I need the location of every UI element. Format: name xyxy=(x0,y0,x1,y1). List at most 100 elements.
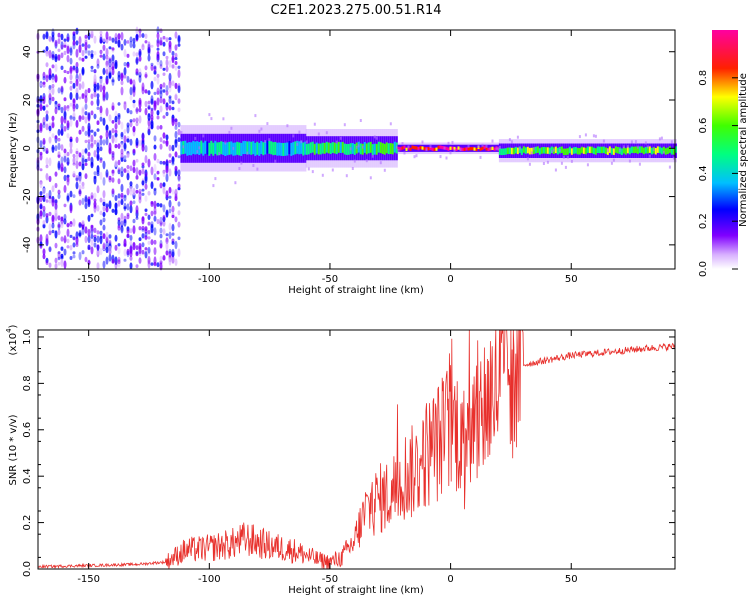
heatmap-cell xyxy=(138,257,142,264)
heatmap-cell xyxy=(377,141,380,153)
heatmap-cell xyxy=(174,188,178,194)
heatmap-cell xyxy=(588,146,591,154)
heatmap-cell xyxy=(514,146,517,154)
heatmap-cell xyxy=(114,36,118,44)
heatmap-cell xyxy=(117,178,121,185)
heatmap-cell xyxy=(168,105,172,111)
heatmap-cell xyxy=(171,232,175,236)
heatmap-cell xyxy=(99,78,103,86)
heatmap-cell xyxy=(274,159,277,163)
heatmap-cell xyxy=(54,263,58,270)
heatmap-cell xyxy=(445,156,448,160)
heatmap-cell xyxy=(180,141,183,155)
heatmap-cell xyxy=(612,158,615,162)
heatmap-cell xyxy=(132,159,136,167)
heatmap-cell xyxy=(102,90,106,99)
heatmap-cell xyxy=(230,141,233,155)
heatmap-cell xyxy=(177,35,181,44)
heatmap-cell xyxy=(48,189,52,199)
heatmap-cell xyxy=(234,181,237,185)
heatmap-cell xyxy=(156,262,160,268)
heatmap-cell xyxy=(156,39,160,48)
heatmap-cell xyxy=(335,140,338,144)
heatmap-cell xyxy=(415,146,418,150)
heatmap-cell xyxy=(120,80,124,86)
heatmap-cell xyxy=(153,163,157,173)
heatmap-cell xyxy=(54,203,58,210)
heatmap-cell xyxy=(670,148,673,155)
heatmap-cell xyxy=(42,33,46,40)
heatmap-cell xyxy=(96,120,100,125)
heatmap-cell xyxy=(132,225,136,235)
heatmap-cell xyxy=(168,199,172,208)
heatmap-cell xyxy=(51,122,55,129)
heatmap-cell xyxy=(327,142,330,154)
heatmap-cell xyxy=(159,182,163,189)
heatmap-cell xyxy=(75,40,79,46)
heatmap-cell xyxy=(114,132,118,137)
heatmap-cell xyxy=(144,65,148,71)
heatmap-cell xyxy=(141,242,145,248)
heatmap-cell xyxy=(347,143,350,155)
heatmap-cell xyxy=(84,158,88,163)
heatmap-cell xyxy=(102,205,106,212)
heatmap-cell xyxy=(403,151,406,155)
heatmap-cell xyxy=(162,89,166,93)
heatmap-cell xyxy=(506,147,509,155)
heatmap-cell xyxy=(644,146,647,154)
heatmap-cell xyxy=(93,73,97,83)
heatmap-cell xyxy=(250,141,253,155)
heatmap-cell xyxy=(63,184,67,193)
heatmap-cell xyxy=(93,69,97,74)
heatmap-cell xyxy=(51,229,55,234)
heatmap-cell xyxy=(51,64,55,69)
heatmap-cell xyxy=(226,142,229,156)
heatmap-cell xyxy=(114,144,118,149)
heatmap-cell xyxy=(311,141,314,153)
heatmap-cell xyxy=(72,153,76,158)
heatmap-cell xyxy=(81,227,85,236)
y-tick-label: 0 xyxy=(22,145,33,151)
heatmap-cell xyxy=(429,146,432,151)
heatmap-cell xyxy=(144,195,148,202)
heatmap-cell xyxy=(177,169,181,177)
heatmap-cell xyxy=(90,246,94,255)
heatmap-cell xyxy=(300,140,303,144)
heatmap-cell xyxy=(90,213,94,218)
heatmap-cell xyxy=(493,147,496,151)
heatmap-cell xyxy=(664,148,667,155)
heatmap-cell xyxy=(129,205,133,214)
heatmap-cell xyxy=(343,143,346,155)
heatmap-cell xyxy=(614,146,617,153)
heatmap-cell xyxy=(383,168,386,172)
heatmap-cell xyxy=(598,146,601,154)
heatmap-cell xyxy=(45,110,49,115)
heatmap-cell xyxy=(153,210,157,215)
heatmap-cell xyxy=(351,143,354,154)
heatmap-cell xyxy=(60,246,64,251)
heatmap-cell xyxy=(153,239,157,245)
heatmap-cell xyxy=(165,140,169,145)
heatmap-cell xyxy=(54,100,58,105)
heatmap-cell xyxy=(117,256,121,262)
heatmap-cell xyxy=(75,154,79,162)
heatmap-cell xyxy=(54,242,58,249)
heatmap-cell xyxy=(84,235,88,244)
heatmap-cell xyxy=(108,175,112,181)
heatmap-cell xyxy=(141,82,145,92)
heatmap-cell xyxy=(159,37,163,46)
heatmap-cell xyxy=(87,156,91,161)
heatmap-cell xyxy=(361,143,364,155)
heatmap-cell xyxy=(150,64,154,71)
heatmap-cell xyxy=(542,147,545,154)
heatmap-cell xyxy=(174,139,178,148)
heatmap-cell xyxy=(168,37,172,41)
heatmap-cell xyxy=(186,142,189,156)
heatmap-cell xyxy=(373,135,376,139)
y-tick-label: 0.8 xyxy=(22,375,33,391)
heatmap-cell xyxy=(339,136,342,140)
heatmap-cell xyxy=(51,96,55,102)
heatmap-cell xyxy=(75,66,79,74)
heatmap-cell xyxy=(111,169,115,174)
heatmap-cell xyxy=(90,129,94,133)
